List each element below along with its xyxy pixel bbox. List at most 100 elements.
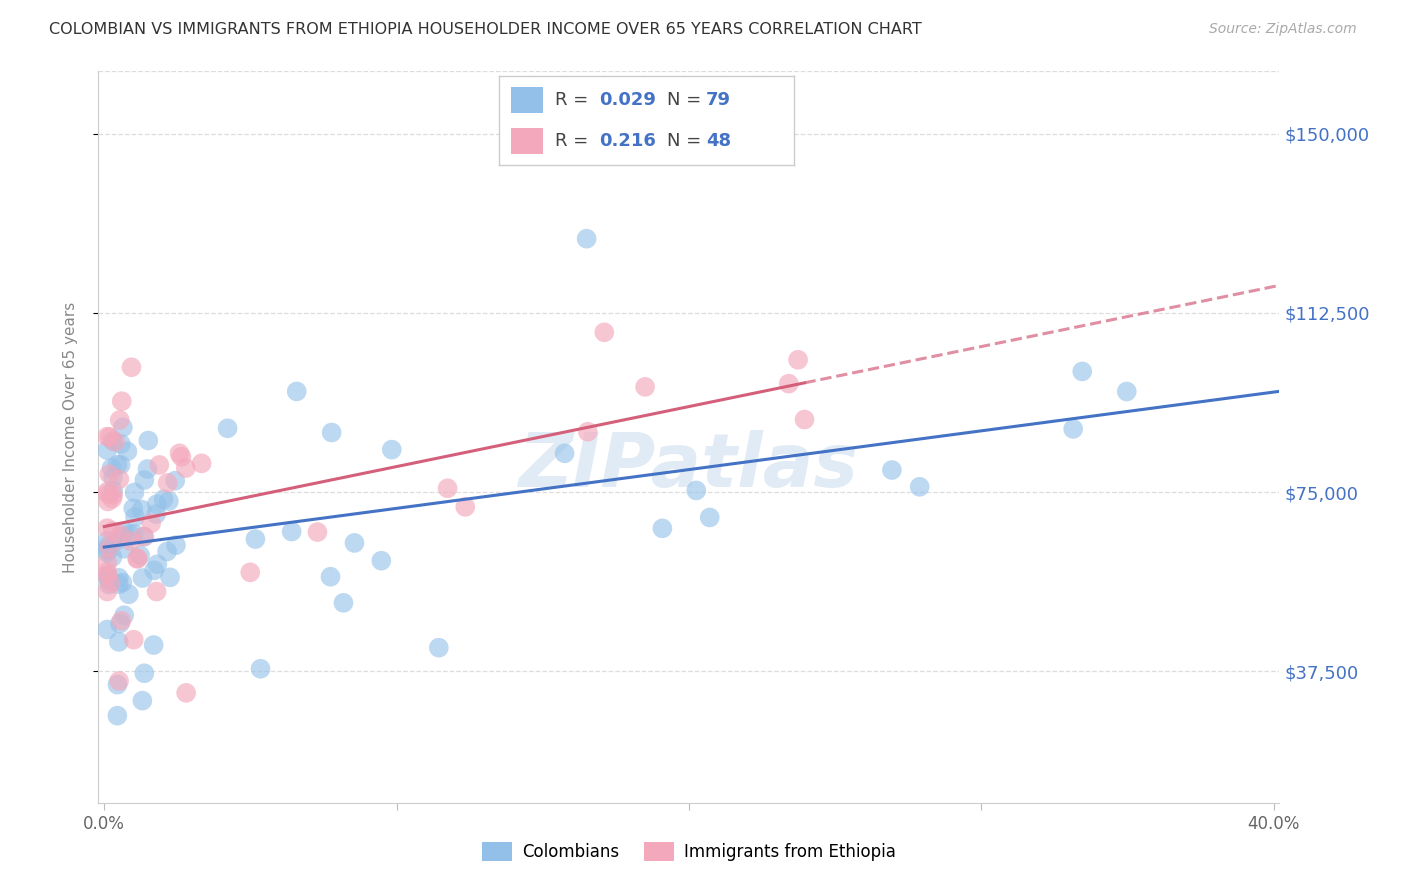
- Point: [576, 425, 599, 439]
- Point: [787, 352, 810, 367]
- Point: [96, 521, 118, 535]
- Point: [134, 666, 156, 681]
- Point: [145, 507, 167, 521]
- Point: [793, 412, 815, 426]
- Point: [110, 437, 132, 451]
- Point: [157, 494, 180, 508]
- Text: R =: R =: [555, 91, 595, 109]
- Point: [108, 571, 131, 585]
- Point: [96, 623, 118, 637]
- Point: [141, 516, 163, 531]
- Point: [1071, 364, 1094, 378]
- Point: [778, 376, 800, 391]
- Point: [880, 463, 903, 477]
- Point: [343, 536, 366, 550]
- FancyBboxPatch shape: [510, 128, 543, 154]
- Point: [285, 384, 308, 399]
- Point: [159, 570, 181, 584]
- Point: [96, 542, 118, 557]
- Point: [120, 360, 142, 375]
- Point: [108, 635, 131, 649]
- Point: [165, 538, 187, 552]
- Point: [131, 502, 153, 516]
- Text: 0.029: 0.029: [599, 91, 657, 109]
- Point: [98, 540, 121, 554]
- Point: [96, 565, 118, 579]
- Point: [97, 540, 120, 554]
- Point: [307, 524, 329, 539]
- Point: [699, 510, 721, 524]
- Point: [136, 462, 159, 476]
- Point: [152, 492, 174, 507]
- Point: [454, 500, 477, 514]
- Point: [170, 450, 193, 464]
- Point: [634, 380, 657, 394]
- Point: [112, 608, 135, 623]
- Point: [249, 662, 271, 676]
- Point: [118, 527, 141, 541]
- Point: [124, 509, 146, 524]
- Point: [136, 434, 159, 448]
- Point: [96, 443, 118, 458]
- Point: [122, 501, 145, 516]
- Point: [101, 550, 124, 565]
- Point: [107, 577, 129, 591]
- Point: [122, 527, 145, 541]
- Point: [122, 632, 145, 647]
- Point: [156, 475, 179, 490]
- Point: [131, 571, 153, 585]
- Point: [217, 421, 239, 435]
- Point: [101, 434, 124, 448]
- Point: [96, 484, 118, 499]
- Point: [146, 497, 169, 511]
- Point: [134, 473, 156, 487]
- Point: [174, 686, 197, 700]
- Point: [96, 429, 118, 443]
- Point: [165, 474, 187, 488]
- Point: [436, 481, 458, 495]
- Point: [319, 570, 342, 584]
- Text: N =: N =: [668, 91, 707, 109]
- Point: [100, 576, 122, 591]
- Point: [120, 534, 142, 549]
- Point: [117, 444, 139, 458]
- Point: [190, 456, 212, 470]
- Point: [132, 529, 155, 543]
- Point: [97, 494, 120, 508]
- Point: [101, 470, 124, 484]
- Text: 0.216: 0.216: [599, 132, 657, 150]
- Point: [96, 533, 118, 548]
- Point: [593, 326, 616, 340]
- Point: [143, 563, 166, 577]
- Point: [110, 458, 132, 472]
- Point: [169, 446, 191, 460]
- Point: [101, 491, 124, 506]
- Legend: Colombians, Immigrants from Ethiopia: Colombians, Immigrants from Ethiopia: [475, 835, 903, 868]
- Point: [96, 584, 118, 599]
- Point: [111, 420, 134, 434]
- Point: [107, 458, 129, 472]
- Point: [107, 678, 129, 692]
- Point: [156, 544, 179, 558]
- Point: [111, 394, 134, 409]
- Point: [108, 673, 131, 688]
- Text: 79: 79: [706, 91, 731, 109]
- Point: [98, 467, 121, 482]
- Point: [104, 434, 127, 449]
- Point: [1062, 422, 1084, 436]
- Point: [148, 458, 170, 472]
- Y-axis label: Householder Income Over 65 years: Householder Income Over 65 years: [63, 301, 77, 573]
- Point: [245, 532, 267, 546]
- FancyBboxPatch shape: [510, 87, 543, 113]
- Point: [101, 483, 124, 498]
- Point: [127, 552, 149, 566]
- Point: [427, 640, 450, 655]
- Point: [134, 530, 156, 544]
- Point: [145, 584, 167, 599]
- Point: [908, 480, 931, 494]
- Point: [685, 483, 707, 498]
- Point: [332, 596, 354, 610]
- Point: [96, 568, 118, 582]
- Point: [104, 533, 127, 548]
- Point: [1115, 384, 1137, 399]
